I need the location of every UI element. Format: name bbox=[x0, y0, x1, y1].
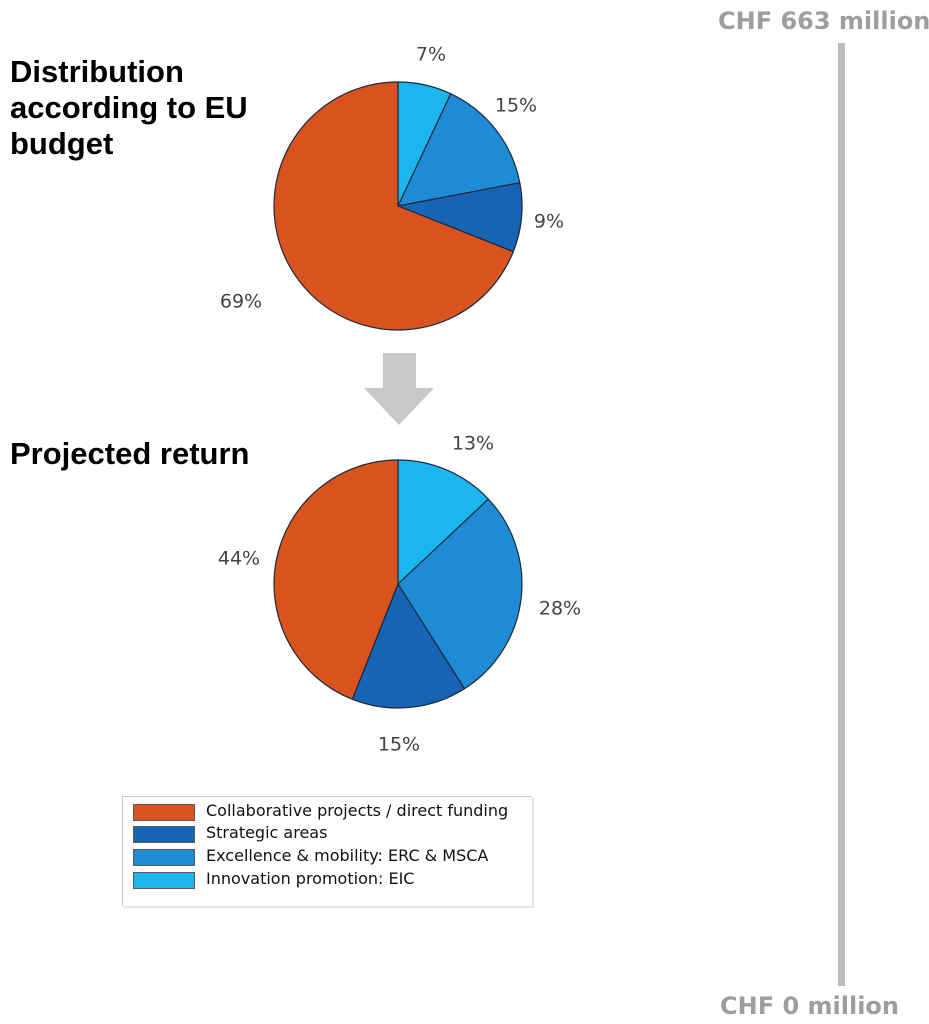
scale-bottom-label: CHF 0 million bbox=[720, 992, 899, 1020]
chart-title-budget: Distribution according to EU budget bbox=[10, 54, 248, 161]
pie-slice bbox=[397, 93, 521, 207]
legend-swatch bbox=[133, 849, 195, 866]
legend-label: Collaborative projects / direct funding bbox=[206, 801, 509, 820]
pie-data-label: 15% bbox=[378, 734, 420, 756]
pie-data-label: 13% bbox=[452, 433, 494, 455]
pie-chart-budget: 69% 9% 15% 7% bbox=[220, 44, 564, 331]
down-arrow-icon bbox=[364, 353, 434, 425]
legend-label: Excellence & mobility: ERC & MSCA bbox=[206, 846, 489, 865]
legend-label: Strategic areas bbox=[206, 823, 328, 842]
chart-title-return: Projected return bbox=[10, 436, 250, 471]
legend-swatch bbox=[133, 872, 195, 889]
pie-data-label: 9% bbox=[534, 211, 564, 233]
pie-slice bbox=[273, 459, 399, 700]
pie-data-label: 15% bbox=[495, 95, 537, 117]
legend-swatch bbox=[133, 826, 195, 843]
pie-data-label: 28% bbox=[539, 598, 581, 620]
scale-bar bbox=[838, 43, 845, 986]
pie-data-label: 69% bbox=[220, 291, 262, 313]
pie-slice bbox=[273, 81, 514, 331]
pie-slice bbox=[351, 583, 466, 709]
pie-chart-return: 44% 15% 28% 13% bbox=[218, 433, 581, 756]
pie-data-label: 7% bbox=[416, 44, 446, 66]
legend-label: Innovation promotion: EIC bbox=[206, 869, 415, 888]
pie-slice bbox=[397, 459, 489, 585]
pie-slice bbox=[397, 498, 523, 690]
pie-data-label: 44% bbox=[218, 548, 260, 570]
legend: Collaborative projects / direct funding … bbox=[122, 796, 532, 906]
legend-swatch bbox=[133, 804, 195, 821]
scale-top-label: CHF 663 million bbox=[718, 7, 929, 35]
